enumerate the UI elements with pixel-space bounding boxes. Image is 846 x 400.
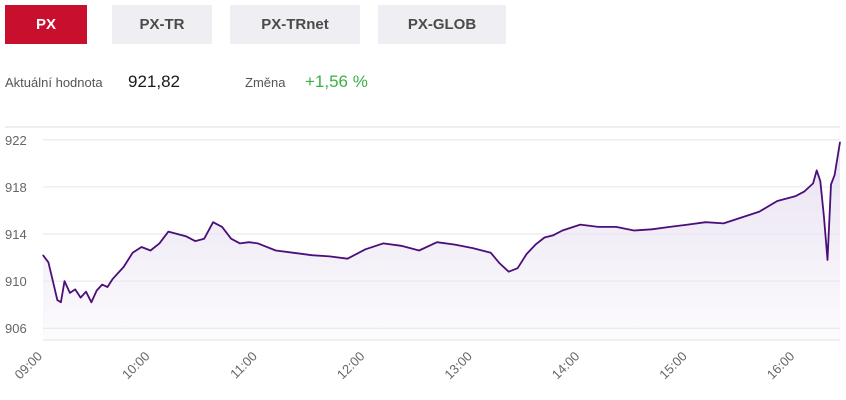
data-point bbox=[826, 259, 829, 261]
series-area bbox=[43, 142, 840, 340]
x-tick-label: 14:00 bbox=[549, 349, 583, 383]
data-point bbox=[834, 174, 836, 176]
data-point bbox=[80, 297, 82, 299]
data-point bbox=[176, 233, 178, 235]
data-point bbox=[230, 238, 232, 240]
data-point bbox=[803, 191, 805, 193]
data-point bbox=[194, 240, 196, 242]
data-point bbox=[615, 226, 617, 228]
data-point bbox=[140, 246, 143, 248]
data-point bbox=[823, 215, 825, 217]
data-point bbox=[819, 180, 821, 182]
data-point bbox=[418, 249, 420, 252]
data-point bbox=[526, 253, 528, 255]
data-point bbox=[830, 183, 832, 186]
data-point bbox=[101, 284, 103, 286]
data-point bbox=[633, 229, 635, 232]
data-point bbox=[167, 231, 169, 233]
data-point bbox=[257, 242, 259, 244]
data-point bbox=[158, 242, 160, 244]
tab-px-trnet[interactable]: PX-TRnet bbox=[230, 5, 360, 44]
y-tick-label: 918 bbox=[5, 180, 27, 195]
data-point bbox=[60, 301, 62, 303]
data-point bbox=[472, 247, 474, 249]
data-point bbox=[364, 248, 366, 250]
data-point bbox=[816, 169, 818, 171]
data-point bbox=[106, 286, 109, 288]
data-point bbox=[346, 258, 349, 260]
tab-px-tr[interactable]: PX-TR bbox=[112, 5, 212, 44]
x-tick-label: 09:00 bbox=[12, 349, 46, 383]
data-point bbox=[794, 195, 796, 197]
data-point bbox=[723, 222, 725, 224]
data-point bbox=[275, 249, 277, 252]
data-point bbox=[776, 200, 778, 202]
data-point bbox=[47, 261, 50, 263]
data-point bbox=[96, 289, 98, 292]
x-tick-label: 13:00 bbox=[441, 349, 475, 383]
data-point bbox=[56, 299, 58, 301]
data-point bbox=[705, 221, 707, 223]
data-point bbox=[400, 245, 402, 247]
data-point bbox=[212, 221, 214, 223]
data-point bbox=[508, 271, 510, 273]
tab-px[interactable]: PX bbox=[5, 5, 87, 44]
data-point bbox=[687, 224, 689, 226]
data-point bbox=[517, 267, 519, 269]
data-point bbox=[239, 242, 241, 244]
x-tick-label: 15:00 bbox=[656, 349, 690, 383]
data-point bbox=[329, 255, 331, 257]
data-point bbox=[112, 278, 114, 280]
data-point bbox=[490, 252, 492, 254]
tab-px-glob[interactable]: PX-GLOB bbox=[378, 5, 506, 44]
data-point bbox=[221, 226, 223, 228]
data-point bbox=[382, 242, 384, 244]
index-stats: Aktuální hodnota 921,82 Změna +1,56 % bbox=[5, 70, 825, 94]
data-point bbox=[669, 226, 671, 228]
data-point bbox=[132, 252, 134, 254]
data-point bbox=[651, 228, 653, 230]
data-point bbox=[436, 241, 438, 243]
data-point bbox=[579, 224, 581, 226]
data-point bbox=[311, 254, 313, 256]
x-tick-label: 11:00 bbox=[227, 349, 260, 382]
data-point bbox=[85, 291, 87, 293]
data-point bbox=[740, 216, 743, 219]
data-point bbox=[499, 262, 501, 264]
data-point bbox=[561, 229, 564, 232]
data-point bbox=[812, 182, 814, 184]
y-tick-label: 914 bbox=[5, 227, 27, 242]
data-point bbox=[543, 236, 546, 239]
data-point bbox=[293, 252, 295, 254]
data-point bbox=[839, 141, 841, 143]
data-point bbox=[552, 234, 555, 236]
data-point bbox=[248, 241, 250, 243]
current-value-label: Aktuální hodnota bbox=[5, 75, 103, 90]
y-tick-label: 922 bbox=[5, 133, 27, 148]
data-point bbox=[149, 249, 152, 252]
data-point bbox=[69, 292, 71, 294]
y-tick-label: 910 bbox=[5, 274, 27, 289]
x-tick-label: 12:00 bbox=[334, 349, 368, 383]
data-point bbox=[454, 244, 456, 246]
data-point bbox=[63, 280, 66, 282]
data-point bbox=[117, 272, 119, 274]
change-value: +1,56 % bbox=[305, 72, 368, 91]
data-point bbox=[90, 301, 92, 303]
data-point bbox=[534, 244, 537, 246]
data-point bbox=[203, 238, 205, 240]
y-tick-label: 906 bbox=[5, 321, 27, 336]
data-point bbox=[123, 266, 125, 268]
change-label: Změna bbox=[245, 75, 286, 90]
x-tick-label: 16:00 bbox=[764, 349, 798, 383]
data-point bbox=[597, 226, 599, 228]
data-point bbox=[42, 254, 44, 256]
data-point bbox=[185, 235, 187, 237]
data-point bbox=[74, 288, 76, 290]
current-value: 921,82 bbox=[128, 72, 180, 91]
data-point bbox=[53, 284, 55, 286]
data-point bbox=[758, 211, 761, 213]
x-tick-label: 10:00 bbox=[119, 349, 153, 383]
